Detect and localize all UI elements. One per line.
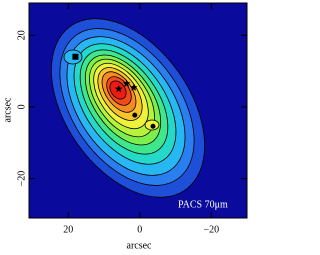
- x-tick-label: 0: [137, 224, 142, 235]
- x-tick-label: 20: [63, 224, 73, 235]
- source-star: [122, 79, 131, 87]
- source-dot: [132, 112, 138, 118]
- x-axis-label: arcsec: [127, 240, 153, 251]
- chart: PACS 70μm arcsec arcsec 20 0 −20 −20 0 20: [2, 2, 248, 251]
- source-square: [72, 53, 79, 60]
- source-dot: [150, 123, 156, 129]
- y-tick-label: 20: [16, 30, 27, 40]
- x-tick-label: −20: [203, 224, 219, 235]
- source-star: [129, 83, 138, 91]
- y-tick-label: −20: [16, 171, 27, 187]
- source-star: [114, 85, 123, 93]
- intensity-map: [50, 18, 206, 198]
- y-axis-label: arcsec: [2, 97, 13, 123]
- y-tick-label: 0: [16, 104, 27, 109]
- frame: [28, 2, 248, 219]
- annotation: PACS 70μm: [178, 199, 228, 210]
